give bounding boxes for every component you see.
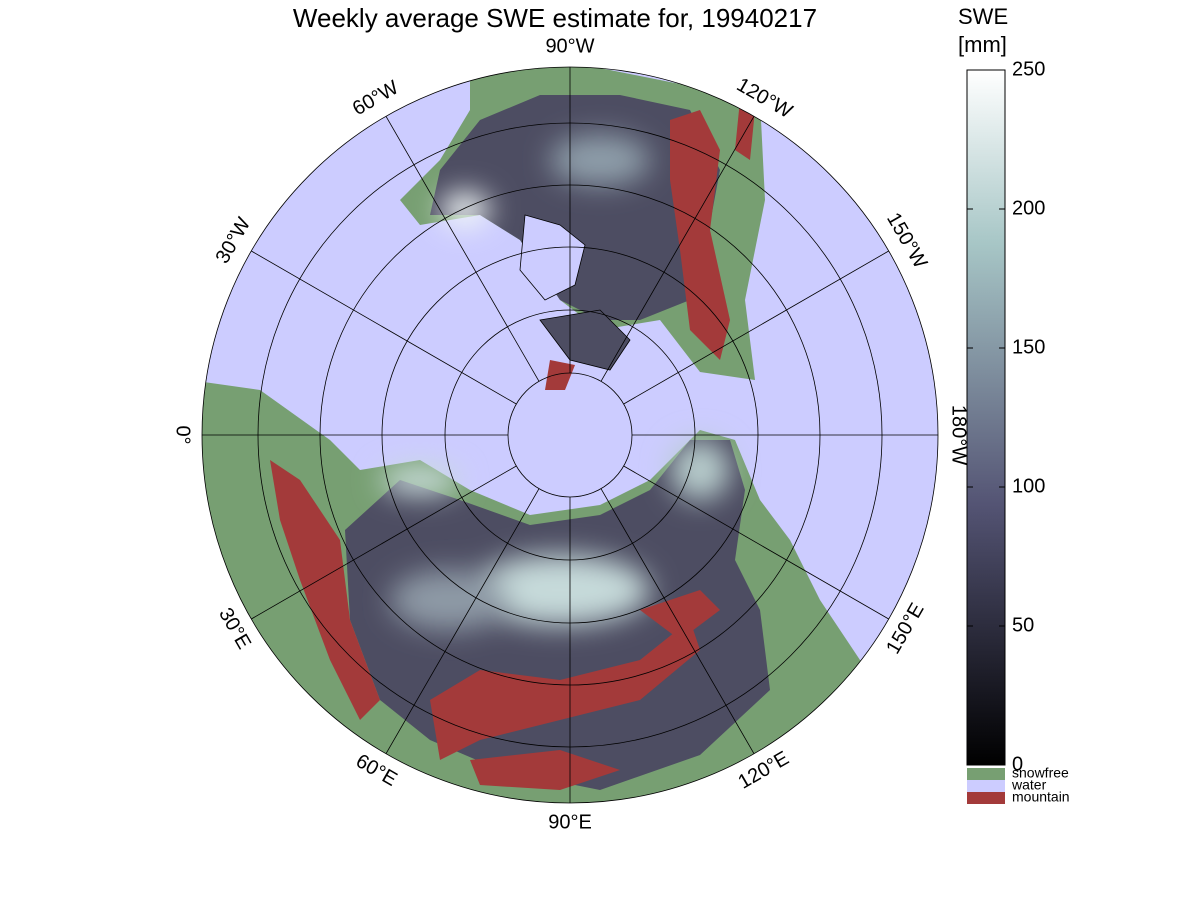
legend-label: water [1011, 777, 1047, 793]
colorbar-tick-label: 0 [1012, 753, 1023, 775]
longitude-label: 0° [172, 425, 194, 444]
colorbar-label: SWE [958, 4, 1008, 29]
snow-depth-highlights [380, 135, 730, 630]
meridian [600, 488, 755, 754]
colorbar-tick-label: 150 [1012, 336, 1045, 358]
legend-label: mountain [1012, 789, 1070, 805]
legend-swatch [967, 792, 1005, 804]
colorbar-tick-label: 100 [1012, 475, 1045, 497]
greenland [519, 214, 586, 301]
colorbar-tick-label: 200 [1012, 197, 1045, 219]
longitude-label: 180°W [948, 405, 970, 465]
legend-swatch [967, 768, 1005, 780]
meridian [385, 116, 540, 382]
map [202, 67, 938, 803]
title: Weekly average SWE estimate for, 1994021… [293, 3, 817, 33]
colorbar-tick-label: 250 [1012, 58, 1045, 80]
meridian [623, 465, 889, 620]
meridian [385, 488, 540, 754]
colorbar-tick-label: 50 [1012, 614, 1034, 636]
legend-label: snowfree [1012, 765, 1069, 781]
colorbar-label: [mm] [958, 32, 1007, 57]
meridian [623, 250, 889, 405]
legend-swatch [967, 780, 1005, 792]
longitude-label: 90°W [545, 35, 594, 57]
colorbar [966, 69, 1006, 766]
longitude-label: 90°E [548, 811, 592, 833]
mountains [270, 100, 755, 790]
meridian [251, 250, 517, 405]
meridian [600, 116, 755, 382]
meridian [251, 465, 517, 620]
